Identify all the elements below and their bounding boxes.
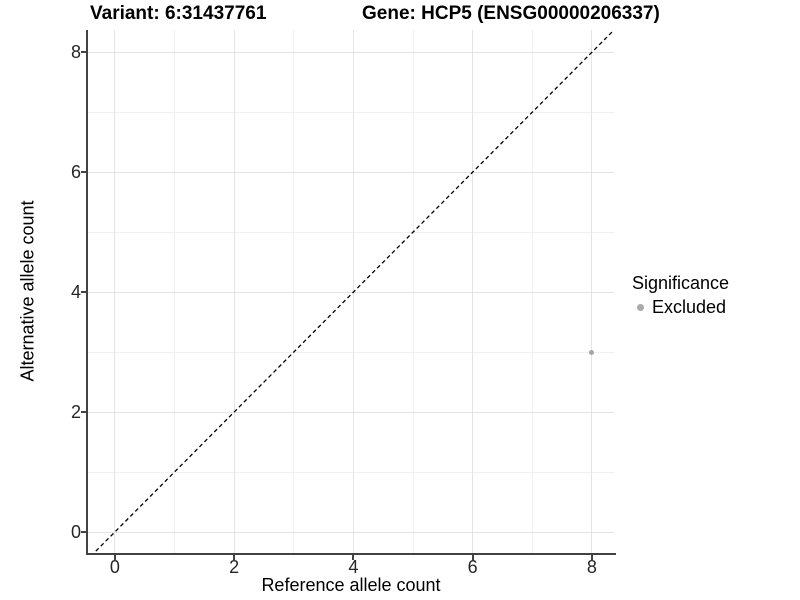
gridline-minor-x [531,30,533,553]
gridline-major-y [88,51,614,53]
gridline-major-x [233,30,235,553]
legend-item-label: Excluded [652,297,727,317]
x-tick-mark [471,555,474,560]
y-tick-mark [81,291,86,294]
legend: Significance Excluded [630,273,729,318]
gridline-minor-y [88,231,614,233]
x-axis-title: Reference allele count [261,575,441,595]
y-tick-label: 2 [70,402,81,423]
x-tick-label: 4 [348,557,359,577]
gridline-minor-y [88,351,614,353]
plot-title-variant: Variant: 6:31437761 [90,3,267,24]
plot-title-gene: Gene: HCP5 (ENSG00000206337) [362,3,660,24]
gridline-major-x [472,30,474,553]
x-tick-label: 8 [586,557,597,577]
gridline-minor-y [88,471,614,473]
plot-panel [88,30,614,553]
y-tick-mark [81,171,86,174]
x-tick-mark [352,555,355,560]
y-axis-title: Alternative allele count [17,200,38,382]
gridline-major-y [88,531,614,533]
gridline-minor-x [173,30,175,553]
y-tick-label: 6 [70,162,81,183]
data-point-excluded [589,349,595,355]
y-axis-line [86,30,88,555]
gridline-minor-x [412,30,414,553]
legend-point-icon [637,304,644,311]
y-tick-mark [81,51,86,54]
gridline-major-y [88,171,614,173]
gridline-major-y [88,411,614,413]
gridline-minor-x [293,30,295,553]
y-tick-label: 4 [70,282,81,303]
identity-line-layer [93,30,614,553]
gridline-minor-y [88,111,614,113]
x-axis-line [86,553,616,555]
x-tick-label: 2 [229,557,240,577]
x-tick-mark [590,555,593,560]
x-tick-mark [233,555,236,560]
gridline-major-y [88,291,614,293]
y-tick-mark [81,411,86,414]
x-tick-mark [113,555,116,560]
gridline-major-x [591,30,593,553]
y-tick-mark [81,531,86,533]
legend-item-excluded: Excluded [630,297,729,318]
x-tick-label: 6 [467,557,478,577]
y-tick-label: 8 [70,42,81,63]
x-tick-label: 0 [109,557,120,577]
identity-diagonal-line [93,30,614,553]
y-tick-label: 0 [70,522,81,542]
gridline-major-x [114,30,116,553]
legend-title: Significance [632,273,730,293]
